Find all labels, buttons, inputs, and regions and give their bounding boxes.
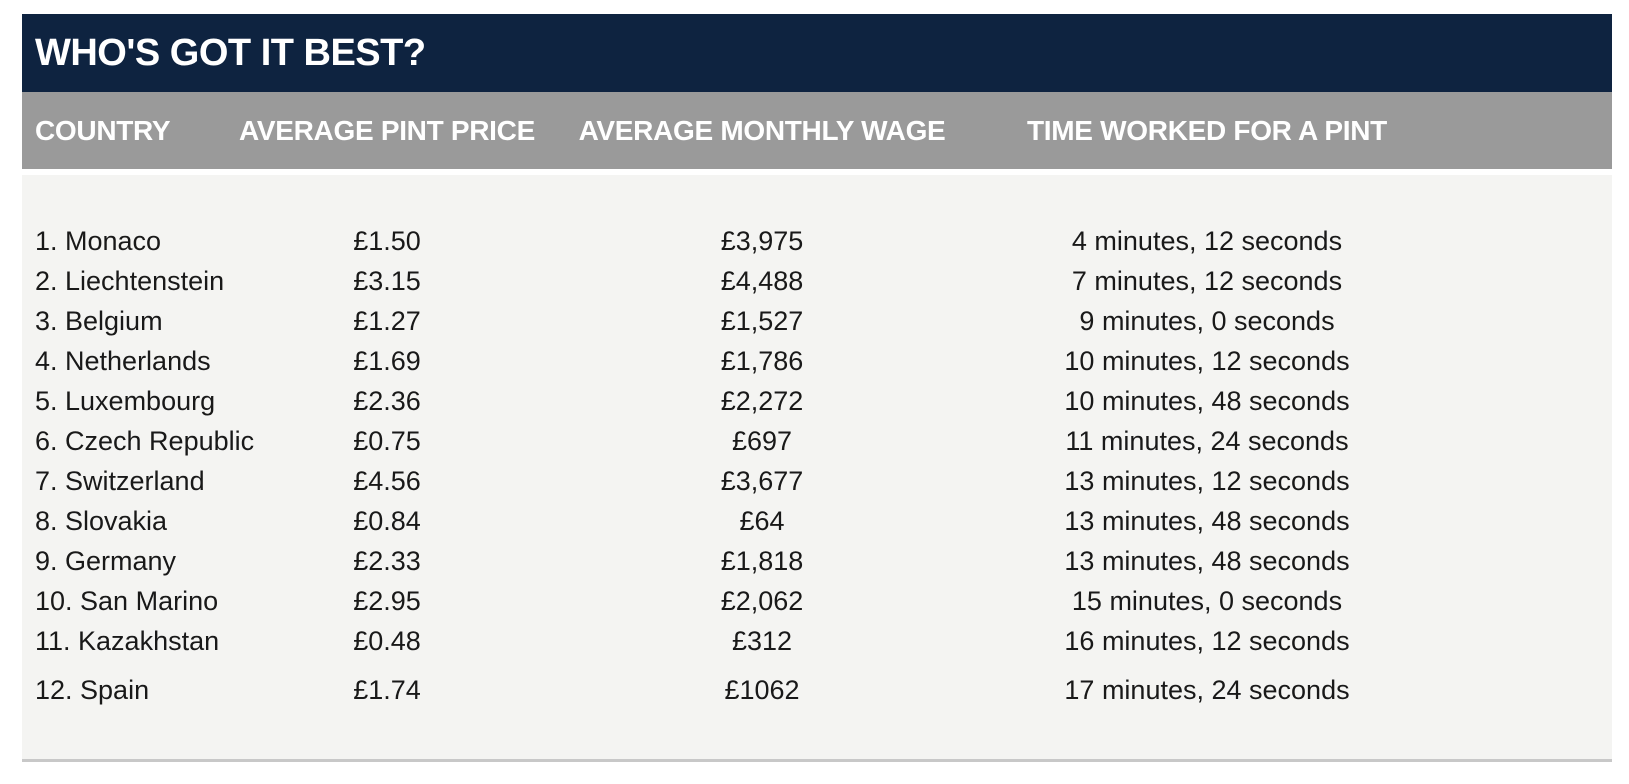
wage-cell: £2,272 (720, 386, 804, 416)
table-row: 8. Slovakia £0.84 £64 13 minutes, 48 sec… (22, 501, 1612, 541)
time-cell: 13 minutes, 12 seconds (1064, 466, 1350, 496)
pint-price-cell: £0.48 (353, 626, 421, 656)
country-cell: 5. Luxembourg (35, 386, 216, 416)
country-cell: 8. Slovakia (35, 506, 168, 536)
table-header-row: COUNTRY AVERAGE PINT PRICE AVERAGE MONTH… (22, 92, 1612, 169)
table-row: 12. Spain £1.74 £1062 17 minutes, 24 sec… (22, 670, 1612, 710)
time-cell: 13 minutes, 48 seconds (1064, 506, 1350, 536)
column-header-country: COUNTRY (35, 114, 171, 146)
pint-price-cell: £0.84 (353, 506, 421, 536)
country-cell: 7. Switzerland (35, 466, 205, 496)
pint-price-cell: £1.27 (353, 306, 421, 336)
time-cell: 11 minutes, 24 seconds (1065, 426, 1349, 456)
pint-price-cell: £3.15 (353, 266, 421, 296)
table-row: 10. San Marino £2.95 £2,062 15 minutes, … (22, 581, 1612, 621)
wage-cell: £64 (739, 506, 785, 536)
pint-price-cell: £1.50 (353, 226, 421, 256)
table-row: 7. Switzerland £4.56 £3,677 13 minutes, … (22, 461, 1612, 501)
time-cell: 13 minutes, 48 seconds (1064, 546, 1350, 576)
wage-cell: £3,975 (720, 226, 804, 256)
time-cell: 4 minutes, 12 seconds (1071, 226, 1343, 256)
wage-cell: £1,786 (720, 346, 804, 376)
wage-cell: £312 (731, 626, 793, 656)
time-cell: 16 minutes, 12 seconds (1064, 626, 1350, 656)
column-header-pint-price: AVERAGE PINT PRICE (239, 114, 535, 146)
pint-price-cell: £1.74 (353, 675, 421, 705)
country-cell: 12. Spain (35, 675, 150, 705)
table-row: 6. Czech Republic £0.75 £697 11 minutes,… (22, 421, 1612, 461)
country-cell: 11. Kazakhstan (35, 626, 220, 656)
table-row: 1. Monaco £1.50 £3,975 4 minutes, 12 sec… (22, 221, 1612, 261)
pint-price-cell: £2.95 (353, 586, 421, 616)
column-header-time-worked: TIME WORKED FOR A PINT (1027, 114, 1387, 146)
table-body: 1. Monaco £1.50 £3,975 4 minutes, 12 sec… (22, 175, 1612, 762)
table-row: 3. Belgium £1.27 £1,527 9 minutes, 0 sec… (22, 301, 1612, 341)
time-cell: 15 minutes, 0 seconds (1071, 586, 1343, 616)
pint-price-cell: £2.33 (353, 546, 421, 576)
table-row: 11. Kazakhstan £0.48 £312 16 minutes, 12… (22, 621, 1612, 661)
pint-price-cell: £4.56 (353, 466, 421, 496)
wage-cell: £697 (731, 426, 793, 456)
country-cell: 6. Czech Republic (35, 426, 255, 456)
pint-table: WHO'S GOT IT BEST? COUNTRY AVERAGE PINT … (22, 14, 1612, 762)
pint-price-cell: £2.36 (353, 386, 421, 416)
country-cell: 3. Belgium (35, 306, 163, 336)
wage-cell: £2,062 (720, 586, 804, 616)
country-cell: 9. Germany (35, 546, 177, 576)
table-row: 4. Netherlands £1.69 £1,786 10 minutes, … (22, 341, 1612, 381)
wage-cell: £1,527 (720, 306, 804, 336)
table-row: 2. Liechtenstein £3.15 £4,488 7 minutes,… (22, 261, 1612, 301)
country-cell: 4. Netherlands (35, 346, 211, 376)
table-title-bar: WHO'S GOT IT BEST? (22, 14, 1612, 92)
wage-cell: £4,488 (720, 266, 804, 296)
time-cell: 7 minutes, 12 seconds (1071, 266, 1343, 296)
country-cell: 2. Liechtenstein (35, 266, 225, 296)
pint-price-cell: £0.75 (353, 426, 421, 456)
wage-cell: £1062 (724, 675, 800, 705)
time-cell: 10 minutes, 12 seconds (1064, 346, 1350, 376)
table-row: 5. Luxembourg £2.36 £2,272 10 minutes, 4… (22, 381, 1612, 421)
column-header-monthly-wage: AVERAGE MONTHLY WAGE (578, 114, 946, 146)
country-cell: 1. Monaco (35, 226, 162, 256)
time-cell: 17 minutes, 24 seconds (1064, 675, 1350, 705)
wage-cell: £1,818 (720, 546, 804, 576)
wage-cell: £3,677 (720, 466, 804, 496)
table-title: WHO'S GOT IT BEST? (35, 31, 426, 74)
country-cell: 10. San Marino (35, 586, 219, 616)
time-cell: 9 minutes, 0 seconds (1079, 306, 1335, 336)
pint-price-cell: £1.69 (353, 346, 421, 376)
time-cell: 10 minutes, 48 seconds (1064, 386, 1350, 416)
table-row: 9. Germany £2.33 £1,818 13 minutes, 48 s… (22, 541, 1612, 581)
